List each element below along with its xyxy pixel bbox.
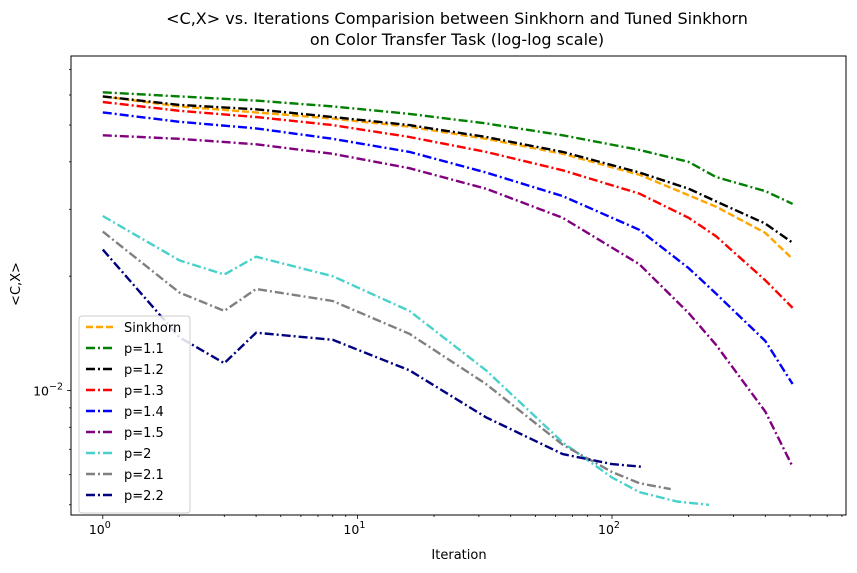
- legend-label-p-1-1: p=1.1: [124, 342, 164, 357]
- series-line-p-1-1: [102, 91, 794, 205]
- ticks-layer: 100 101 102 10−2: [33, 69, 843, 537]
- x-tick-label: 102: [598, 520, 620, 537]
- y-tick-label: 10−2: [33, 381, 63, 398]
- series-line-sinkhorn: [102, 95, 794, 260]
- series-line-p-1-5: [102, 134, 794, 468]
- series-line-p-1-4: [102, 111, 794, 385]
- chart-subtitle: on Color Transfer Task (log-log scale): [310, 30, 604, 49]
- legend-label-p-2: p=2: [124, 447, 151, 462]
- legend-label-p-1-2: p=1.2: [124, 363, 164, 378]
- series-line-p-2-2: [101, 248, 642, 468]
- series-line-p-2: [102, 214, 709, 506]
- x-tick-label: 100: [89, 520, 111, 537]
- series-layer: [101, 91, 794, 506]
- x-tick-label: 101: [343, 520, 365, 537]
- series-line-p-1-3: [102, 100, 794, 309]
- plot-area-frame: [70, 55, 847, 516]
- series-line-p-1-2: [102, 95, 794, 244]
- legend: Sinkhorn p=1.1 p=1.2 p=1.3 p=1.4 p=1.5 p=2 p=2.…: [78, 315, 191, 514]
- chart-title: <C,X> vs. Iterations Comparision between…: [166, 9, 748, 28]
- series-line-p-2-1: [102, 230, 671, 491]
- legend-label-p-1-4: p=1.4: [124, 405, 164, 420]
- legend-label-sinkhorn: Sinkhorn: [124, 321, 181, 336]
- y-axis-label: <C,X>: [9, 262, 24, 306]
- legend-label-p-2-1: p=2.1: [124, 468, 164, 483]
- legend-box: [78, 315, 191, 514]
- x-axis-label: Iteration: [431, 548, 486, 563]
- legend-label-p-2-2: p=2.2: [124, 489, 164, 504]
- legend-label-p-1-5: p=1.5: [124, 426, 164, 441]
- legend-label-p-1-3: p=1.3: [124, 384, 164, 399]
